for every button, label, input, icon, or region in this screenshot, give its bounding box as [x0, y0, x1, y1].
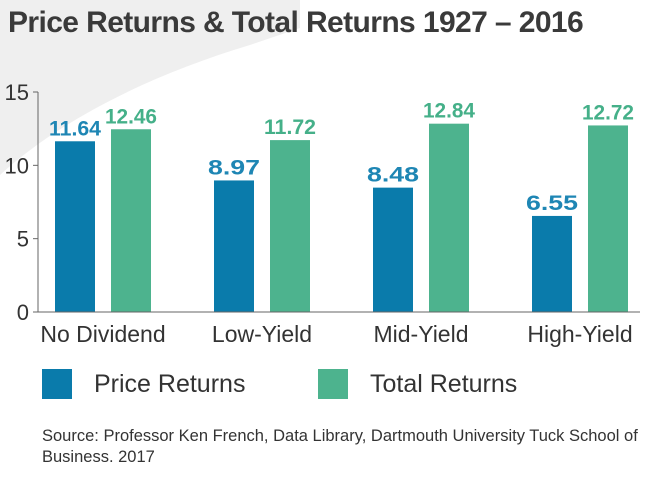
- y-tick-label: 10: [5, 153, 29, 178]
- bar-total-returns: [111, 129, 151, 312]
- legend-swatch-total-returns: [318, 369, 348, 399]
- bar-total-returns: [270, 140, 310, 312]
- legend-item-price-returns: Price Returns: [42, 369, 245, 399]
- bar-value-label: 12.46: [105, 105, 157, 128]
- bar-total-returns: [588, 125, 628, 312]
- bar-price-returns: [532, 215, 572, 312]
- source-note: Source: Professor Ken French, Data Libra…: [42, 427, 638, 466]
- bar-value-label: 8.48: [367, 164, 419, 187]
- y-tick-label: 5: [17, 227, 29, 252]
- bar-value-label: 8.97: [208, 156, 260, 179]
- bar-total-returns: [429, 123, 469, 313]
- chart-title: Price Returns & Total Returns 1927 – 201…: [8, 6, 584, 39]
- legend-label-price-returns: Price Returns: [94, 369, 246, 398]
- bar-price-returns: [373, 187, 413, 312]
- bars: [55, 123, 628, 313]
- y-tick-label: 15: [5, 80, 29, 105]
- bar-value-label: 11.64: [49, 117, 101, 140]
- swoosh-shape: [0, 0, 300, 175]
- bar-price-returns: [55, 141, 95, 312]
- bar-value-label: 6.55: [526, 192, 578, 215]
- legend-swatch-price-returns: [42, 369, 72, 399]
- x-category-label: High-Yield: [527, 321, 632, 347]
- x-axis: No Dividend Low-Yield Mid-Yield High-Yield: [38, 311, 640, 347]
- x-category-label: No Dividend: [40, 321, 165, 347]
- x-category-label: Mid-Yield: [373, 321, 468, 347]
- legend-label-total-returns: Total Returns: [370, 369, 518, 398]
- y-tick-label: 0: [17, 300, 29, 325]
- x-category-label: Low-Yield: [212, 321, 312, 347]
- bar-value-label: 12.84: [423, 100, 475, 123]
- bar-value-label: 12.72: [582, 101, 634, 124]
- y-axis: 0 5 10 15: [5, 80, 39, 325]
- legend-item-total-returns: Total Returns: [318, 369, 517, 399]
- bar-price-returns: [214, 180, 254, 312]
- bar-value-label: 11.72: [264, 116, 316, 139]
